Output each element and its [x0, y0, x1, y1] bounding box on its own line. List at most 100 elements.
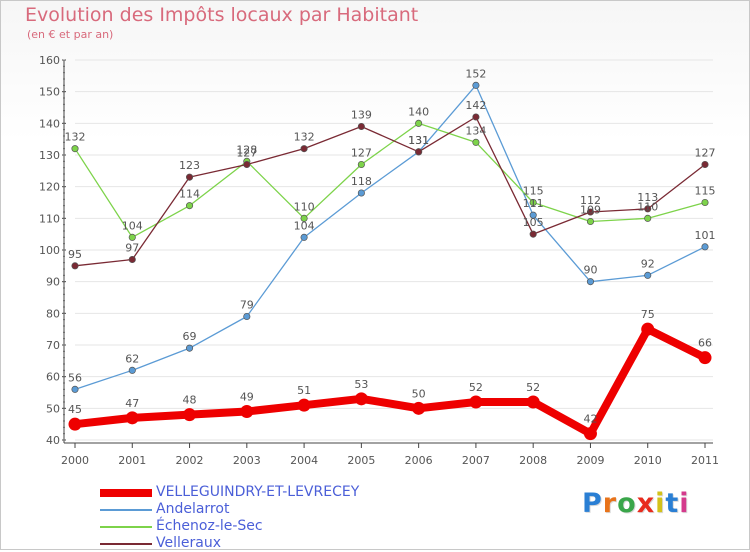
- legend-swatch: [100, 489, 152, 497]
- x-tick-label: 2001: [118, 454, 146, 467]
- data-point: [586, 217, 595, 226]
- data-point: [357, 189, 365, 197]
- data-label: 75: [641, 308, 655, 321]
- data-label: 111: [523, 197, 544, 210]
- data-label: 47: [125, 397, 139, 410]
- data-label: 113: [637, 191, 658, 204]
- legend-label: VELLEGUINDRY-ET-LEVRECEY: [156, 484, 360, 500]
- x-tick-label: 2006: [405, 454, 433, 467]
- x-tick-label: 2003: [233, 454, 261, 467]
- data-label: 97: [125, 242, 139, 255]
- legend-swatch: [100, 509, 152, 511]
- series-line: [74, 325, 707, 438]
- y-tick-label: 120: [39, 181, 60, 194]
- data-point: [357, 160, 365, 169]
- data-point: [529, 211, 537, 219]
- legend-swatch: [100, 526, 152, 528]
- data-label: 131: [408, 134, 429, 147]
- logo-letter: x: [636, 488, 656, 519]
- data-label: 114: [179, 188, 200, 201]
- data-point: [185, 344, 194, 352]
- data-point: [644, 214, 652, 222]
- data-point: [526, 395, 540, 409]
- data-label: 142: [465, 99, 486, 112]
- series-line: [74, 84, 706, 390]
- data-label: 127: [351, 147, 372, 160]
- y-tick-label: 140: [39, 117, 60, 130]
- data-label: 52: [526, 381, 540, 394]
- data-point: [644, 271, 652, 279]
- x-tick-label: 2002: [176, 454, 204, 467]
- data-label: 132: [294, 131, 315, 144]
- data-label: 48: [183, 394, 197, 407]
- data-point: [701, 160, 709, 169]
- series-lines: [68, 81, 712, 441]
- data-point: [71, 145, 79, 153]
- data-label: 45: [68, 403, 82, 416]
- y-tick-label: 100: [39, 244, 60, 257]
- data-label: 92: [641, 257, 655, 270]
- series--chenoz-le-sec: [71, 119, 709, 241]
- legend-label: Andelarrot: [156, 501, 230, 517]
- data-label: 123: [179, 159, 200, 172]
- data-point: [415, 148, 423, 156]
- data-point: [71, 262, 79, 270]
- data-label: 112: [580, 194, 601, 207]
- data-point: [641, 322, 655, 336]
- data-label: 50: [412, 387, 426, 400]
- x-tick-label: 2009: [576, 454, 604, 467]
- legend-label: Velleraux: [156, 535, 221, 551]
- data-point: [300, 214, 308, 222]
- logo-letter: i: [679, 488, 690, 519]
- data-point: [583, 427, 597, 441]
- data-point: [354, 392, 368, 406]
- series-velleraux: [71, 113, 709, 270]
- x-tick-label: 2010: [634, 454, 662, 467]
- data-point: [240, 405, 254, 418]
- data-point: [529, 230, 537, 238]
- x-tick-label: 2005: [347, 454, 375, 467]
- data-label: 42: [583, 413, 597, 426]
- data-point: [185, 173, 194, 181]
- data-label: 110: [637, 200, 658, 213]
- x-tick-label: 2008: [519, 454, 547, 467]
- data-point: [297, 398, 311, 412]
- x-tick-label: 2011: [691, 454, 719, 467]
- data-label: 79: [240, 299, 254, 312]
- data-label: 118: [351, 175, 372, 188]
- data-label: 56: [68, 371, 82, 384]
- data-point: [68, 417, 82, 431]
- data-label: 104: [294, 219, 315, 232]
- data-point: [701, 243, 709, 251]
- logo-letter: P: [582, 488, 603, 519]
- data-point: [128, 255, 136, 264]
- data-label: 53: [354, 378, 368, 391]
- data-point: [472, 81, 480, 89]
- data-label: 69: [183, 330, 197, 343]
- data-point: [644, 205, 652, 213]
- y-tick-label: 130: [39, 149, 60, 162]
- series-velleguindry-et-levrecey: [68, 322, 712, 441]
- data-point: [128, 233, 136, 241]
- data-point: [472, 138, 480, 146]
- data-point: [469, 395, 483, 409]
- data-label: 49: [240, 391, 254, 404]
- data-label: 132: [65, 131, 86, 144]
- data-label: 110: [294, 200, 315, 213]
- data-label: 101: [695, 229, 716, 242]
- data-label: 127: [236, 147, 257, 160]
- data-point: [586, 208, 595, 216]
- proxiti-logo: Proxiti: [582, 488, 690, 519]
- series-line: [74, 122, 706, 238]
- y-tick-label: 150: [39, 86, 60, 99]
- y-tick-label: 40: [46, 434, 60, 447]
- data-point: [698, 351, 712, 365]
- legend-label: Échenoz-le-Sec: [156, 518, 263, 534]
- data-point: [185, 202, 194, 210]
- data-label: 127: [695, 147, 716, 160]
- series-andelarrot: [71, 81, 709, 393]
- x-tick-label: 2007: [462, 454, 490, 467]
- data-label: 115: [523, 185, 544, 198]
- y-tick-label: 70: [46, 339, 60, 352]
